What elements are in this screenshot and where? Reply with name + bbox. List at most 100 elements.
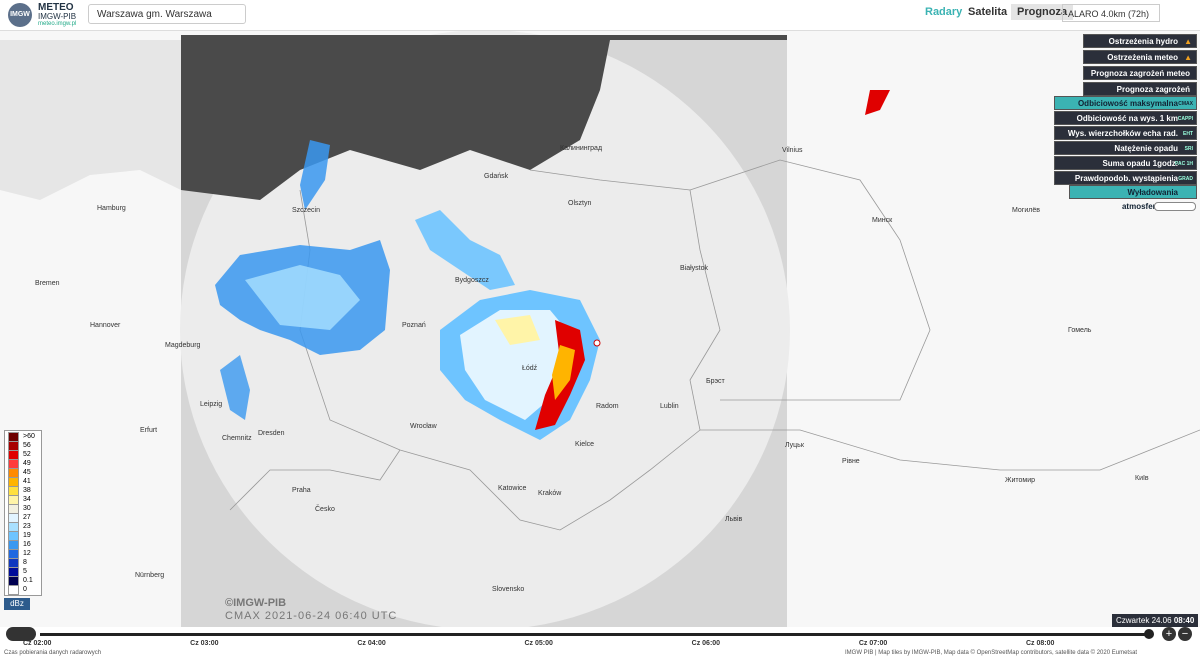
map-label: Katowice	[498, 485, 527, 492]
layer-code: GRAD	[1178, 176, 1193, 182]
header: IMGW METEO IMGW-PIB meteo.imgw.pl Warsza…	[0, 0, 1200, 31]
warning-icon: ▲	[1184, 53, 1192, 62]
map-label: Брэст	[706, 378, 726, 385]
map-label: Gdańsk	[484, 173, 509, 180]
legend-item: 12	[5, 549, 41, 559]
layer-button[interactable]: Odbiciowość maksymalna CMAX	[1054, 96, 1197, 110]
unit-button[interactable]: dBz	[4, 598, 30, 610]
layer-button[interactable]: Suma opadu 1godz. PAC 1H	[1054, 156, 1197, 170]
timeline-tick: Cz 04:00	[357, 640, 386, 647]
legend-label: 45	[23, 469, 31, 476]
legend-label: 56	[23, 442, 31, 449]
legend-item: 56	[5, 441, 41, 451]
map-label: Минск	[872, 217, 893, 224]
legend-label: 12	[23, 550, 31, 557]
legend-label: >60	[23, 433, 35, 440]
legend-item: 19	[5, 531, 41, 541]
warning-icon: ▲	[1184, 37, 1192, 46]
map-label: Nürnberg	[135, 572, 164, 579]
map-label: Poznań	[402, 322, 426, 329]
warning-button[interactable]: Ostrzeżenia meteo ▲	[1083, 50, 1197, 64]
current-time: Czwartek 24.06 08:40	[1112, 614, 1199, 627]
map-label: Lublin	[660, 403, 679, 410]
legend-item: 49	[5, 459, 41, 469]
map-label: Chemnitz	[222, 435, 252, 442]
legend-item: 30	[5, 504, 41, 514]
nav-radar[interactable]: Radary	[925, 6, 963, 18]
legend-label: 5	[23, 568, 27, 575]
layer-button[interactable]: Prawdopodob. wystąpienia graduGRAD	[1054, 171, 1197, 197]
legend-label: 23	[23, 523, 31, 530]
timeline: + − Cz 02:00 Cz 03:00 Cz 04:00 Cz 05:00 Cz 0…	[0, 627, 1200, 657]
nav-satellite[interactable]: Satelita	[968, 6, 1008, 18]
map-label: Olsztyn	[568, 200, 591, 207]
legend-label: 34	[23, 496, 31, 503]
legend-label: 38	[23, 487, 31, 494]
legend-item: 5	[5, 567, 41, 577]
opacity-slider[interactable]	[1154, 202, 1196, 211]
layer-code: SRI	[1184, 146, 1193, 152]
legend-label: 8	[23, 559, 27, 566]
legend-item: 52	[5, 450, 41, 460]
map-label: Kielce	[575, 441, 594, 448]
legend-label: 27	[23, 514, 31, 521]
map-label: Magdeburg	[165, 342, 201, 349]
map-label: Bydgoszcz	[455, 277, 489, 284]
map-label: Kraków	[538, 490, 562, 497]
map-label: Leipzig	[200, 401, 222, 408]
borders	[229, 159, 1200, 531]
legend-item: 8	[5, 558, 41, 568]
layer-button[interactable]: Odbiciowość na wys. 1 km CAPPI	[1054, 111, 1197, 125]
timeline-tick: Cz 06:00	[691, 640, 721, 647]
warning-button[interactable]: Prognoza zagrożeń drogowych	[1083, 82, 1197, 108]
layer-button[interactable]: Wys. wierzchołków echa rad. EHT	[1054, 126, 1197, 140]
legend-item: 16	[5, 540, 41, 550]
nav-forecast[interactable]: Prognoza	[1011, 4, 1074, 20]
radar-echo	[215, 90, 890, 440]
current-hour: 08:40	[1173, 616, 1195, 625]
timeline-handle[interactable]	[1144, 629, 1154, 639]
layer-button[interactable]: Natężenie opadu SRI	[1054, 141, 1197, 155]
timeline-tick: Cz 07:00	[858, 640, 888, 647]
url: meteo.imgw.pl	[38, 21, 77, 27]
legend-item: 23	[5, 522, 41, 532]
footer-right: IMGW PIB | Map tiles by IMGW-PIB, Map da…	[845, 650, 1138, 656]
map-label: Radom	[596, 403, 619, 410]
logo[interactable]: IMGW	[8, 3, 32, 27]
watermark-org: ©IMGW-PIB	[225, 597, 287, 609]
map-label: Česko	[315, 504, 335, 513]
map-label: Szczecin	[292, 207, 320, 214]
footer-left: Czas pobierania danych radarowych	[4, 650, 102, 656]
model-select[interactable]: ALARO 4.0km (72h)	[1062, 4, 1160, 22]
warning-button[interactable]: Ostrzeżenia hydro ▲	[1083, 34, 1197, 48]
lightning-button[interactable]: Wyładowania atmosferyczne	[1069, 185, 1197, 211]
legend-label: 16	[23, 541, 31, 548]
warning-button[interactable]: Prognoza zagrożeń meteo	[1083, 66, 1197, 80]
brand: METEO	[38, 2, 74, 13]
play-button[interactable]	[6, 627, 36, 641]
map-label: Hamburg	[97, 205, 126, 212]
sea-outside	[0, 40, 181, 200]
legend-item: 27	[5, 513, 41, 523]
search-box[interactable]: Warszawa gm. Warszawa	[88, 4, 246, 24]
map-label: Vilnius	[782, 147, 803, 154]
legend-label: 0	[23, 586, 27, 593]
zoom-in[interactable]: +	[1162, 627, 1176, 641]
map-label: Житомир	[1005, 477, 1035, 484]
legend-label: 49	[23, 460, 31, 467]
zoom-out[interactable]: −	[1178, 627, 1192, 641]
map-label: Bremen	[35, 280, 60, 287]
legend: >60 56 52 49 45 41 38 34 30 27 23 19 16 12 8 5 0.1 0	[4, 430, 42, 596]
sea	[181, 35, 787, 200]
timeline-tick: Cz 08:00	[1026, 640, 1055, 647]
org: IMGW-PIB	[38, 12, 77, 21]
map-label: Калининград	[560, 145, 602, 152]
map-label: Київ	[1135, 475, 1149, 482]
timeline-track[interactable]	[40, 633, 1150, 636]
legend-label: 41	[23, 478, 31, 485]
legend-item: 45	[5, 468, 41, 478]
layer-code: PAC 1H	[1175, 161, 1193, 167]
